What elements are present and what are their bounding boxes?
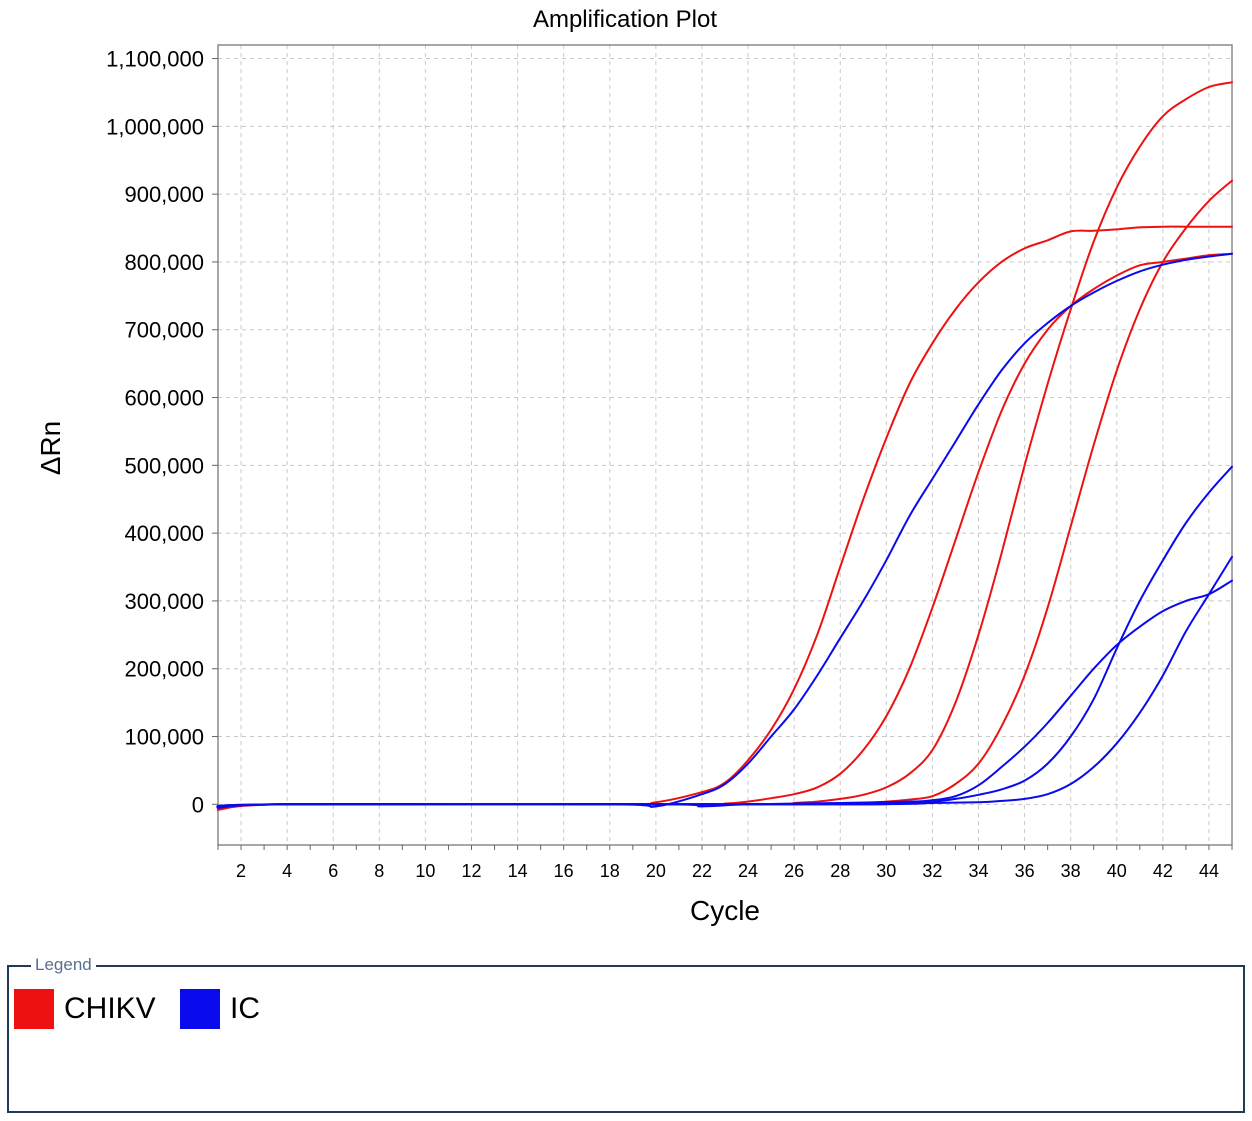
y-tick-label: 300,000 — [124, 589, 204, 614]
x-tick-label: 26 — [784, 861, 804, 881]
y-tick-label: 0 — [192, 792, 204, 817]
plot-area-frame — [217, 44, 1233, 846]
x-tick-label: 30 — [876, 861, 896, 881]
x-tick-label: 4 — [282, 861, 292, 881]
x-tick-label: 16 — [554, 861, 574, 881]
series-lines — [216, 81, 1233, 811]
x-tick-label: 34 — [968, 861, 988, 881]
y-tick-label: 700,000 — [124, 318, 204, 343]
series-line-ic-8 — [216, 555, 1233, 809]
y-tick-label: 1,000,000 — [106, 114, 204, 139]
y-tick-label: 600,000 — [124, 386, 204, 411]
series-line-chikv-4 — [216, 179, 1233, 811]
amplification-plot: Amplification Plot 0 100,000 200,000 300,00… — [35, 6, 1233, 926]
series-line-ic-7 — [216, 465, 1233, 809]
chart-title: Amplification Plot — [533, 6, 717, 33]
x-tick-label: 22 — [692, 861, 712, 881]
x-tick-label: 14 — [508, 861, 528, 881]
x-tick-label: 44 — [1199, 861, 1219, 881]
x-tick-label: 36 — [1015, 861, 1035, 881]
legend-title: Legend — [31, 955, 96, 975]
legend-item-ic: IC — [180, 989, 260, 1029]
y-tick-label: 100,000 — [124, 725, 204, 750]
y-tick-label: 900,000 — [124, 182, 204, 207]
x-tick-label: 2 — [236, 861, 246, 881]
x-axis: 2 4 6 8 10 12 14 16 18 20 22 24 26 28 30 32 34 36 38 40 42 44 — [217, 845, 1233, 881]
y-tick-label: 800,000 — [124, 250, 204, 275]
x-tick-label: 12 — [461, 861, 481, 881]
series-line-chikv-2 — [217, 252, 1233, 811]
x-tick-label: 32 — [922, 861, 942, 881]
legend-label-chikv: CHIKV — [64, 992, 156, 1025]
x-tick-label: 40 — [1107, 861, 1127, 881]
x-tick-label: 20 — [646, 861, 666, 881]
legend-swatch-chikv — [14, 989, 54, 1029]
x-tick-label: 18 — [600, 861, 620, 881]
grid — [218, 45, 1232, 845]
x-tick-label: 28 — [830, 861, 850, 881]
legend-panel: Legend CHIKV IC — [7, 955, 1245, 1113]
y-tick-label: 500,000 — [124, 453, 204, 478]
x-axis-label: Cycle — [690, 895, 760, 926]
x-tick-label: 38 — [1061, 861, 1081, 881]
x-tick-label: 6 — [328, 861, 338, 881]
x-tick-label: 8 — [374, 861, 384, 881]
y-axis: 0 100,000 200,000 300,000 400,000 500,000 600,… — [106, 47, 218, 817]
y-axis-label: ΔRn — [35, 421, 66, 476]
legend-label-ic: IC — [230, 992, 260, 1025]
y-tick-label: 1,100,000 — [106, 47, 204, 72]
x-tick-label: 10 — [415, 861, 435, 881]
y-tick-label: 400,000 — [124, 521, 204, 546]
series-line-chikv-3 — [217, 81, 1233, 811]
legend-item-chikv: CHIKV — [14, 989, 156, 1029]
series-line-ic-6 — [217, 579, 1233, 809]
legend-swatch-ic — [180, 989, 220, 1029]
y-tick-label: 200,000 — [124, 657, 204, 682]
x-tick-label: 42 — [1153, 861, 1173, 881]
series-line-chikv-1 — [217, 225, 1233, 811]
x-tick-label: 24 — [738, 861, 758, 881]
